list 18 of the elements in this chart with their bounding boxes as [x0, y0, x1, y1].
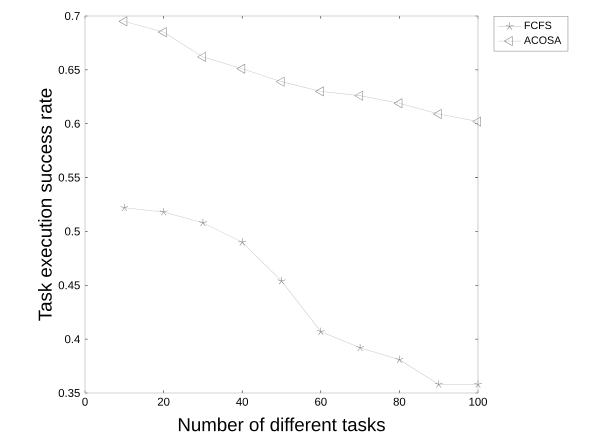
x-tick-label: 20 [158, 398, 170, 406]
legend-label: FCFS [524, 22, 552, 30]
x-tick-label: 60 [315, 398, 327, 406]
y-tick-label: 0.45 [58, 281, 80, 290]
y-axis-title: Task execution success rate [38, 88, 52, 321]
x-axis-title: Number of different tasks [178, 418, 385, 432]
y-tick-label: 0.5 [64, 227, 80, 236]
y-tick-label: 0.6 [64, 120, 80, 128]
y-tick-label: 0.7 [64, 12, 80, 20]
y-tick-label: 0.4 [64, 335, 80, 344]
x-tick-label: 80 [394, 398, 406, 406]
x-tick-label: 100 [469, 398, 488, 406]
legend-label: ACOSA [524, 36, 562, 44]
y-tick-label: 0.35 [58, 388, 80, 397]
x-tick-label: 40 [236, 398, 248, 406]
x-tick-label: 0 [82, 398, 88, 406]
y-tick-label: 0.65 [58, 66, 80, 74]
y-tick-label: 0.55 [58, 174, 80, 182]
